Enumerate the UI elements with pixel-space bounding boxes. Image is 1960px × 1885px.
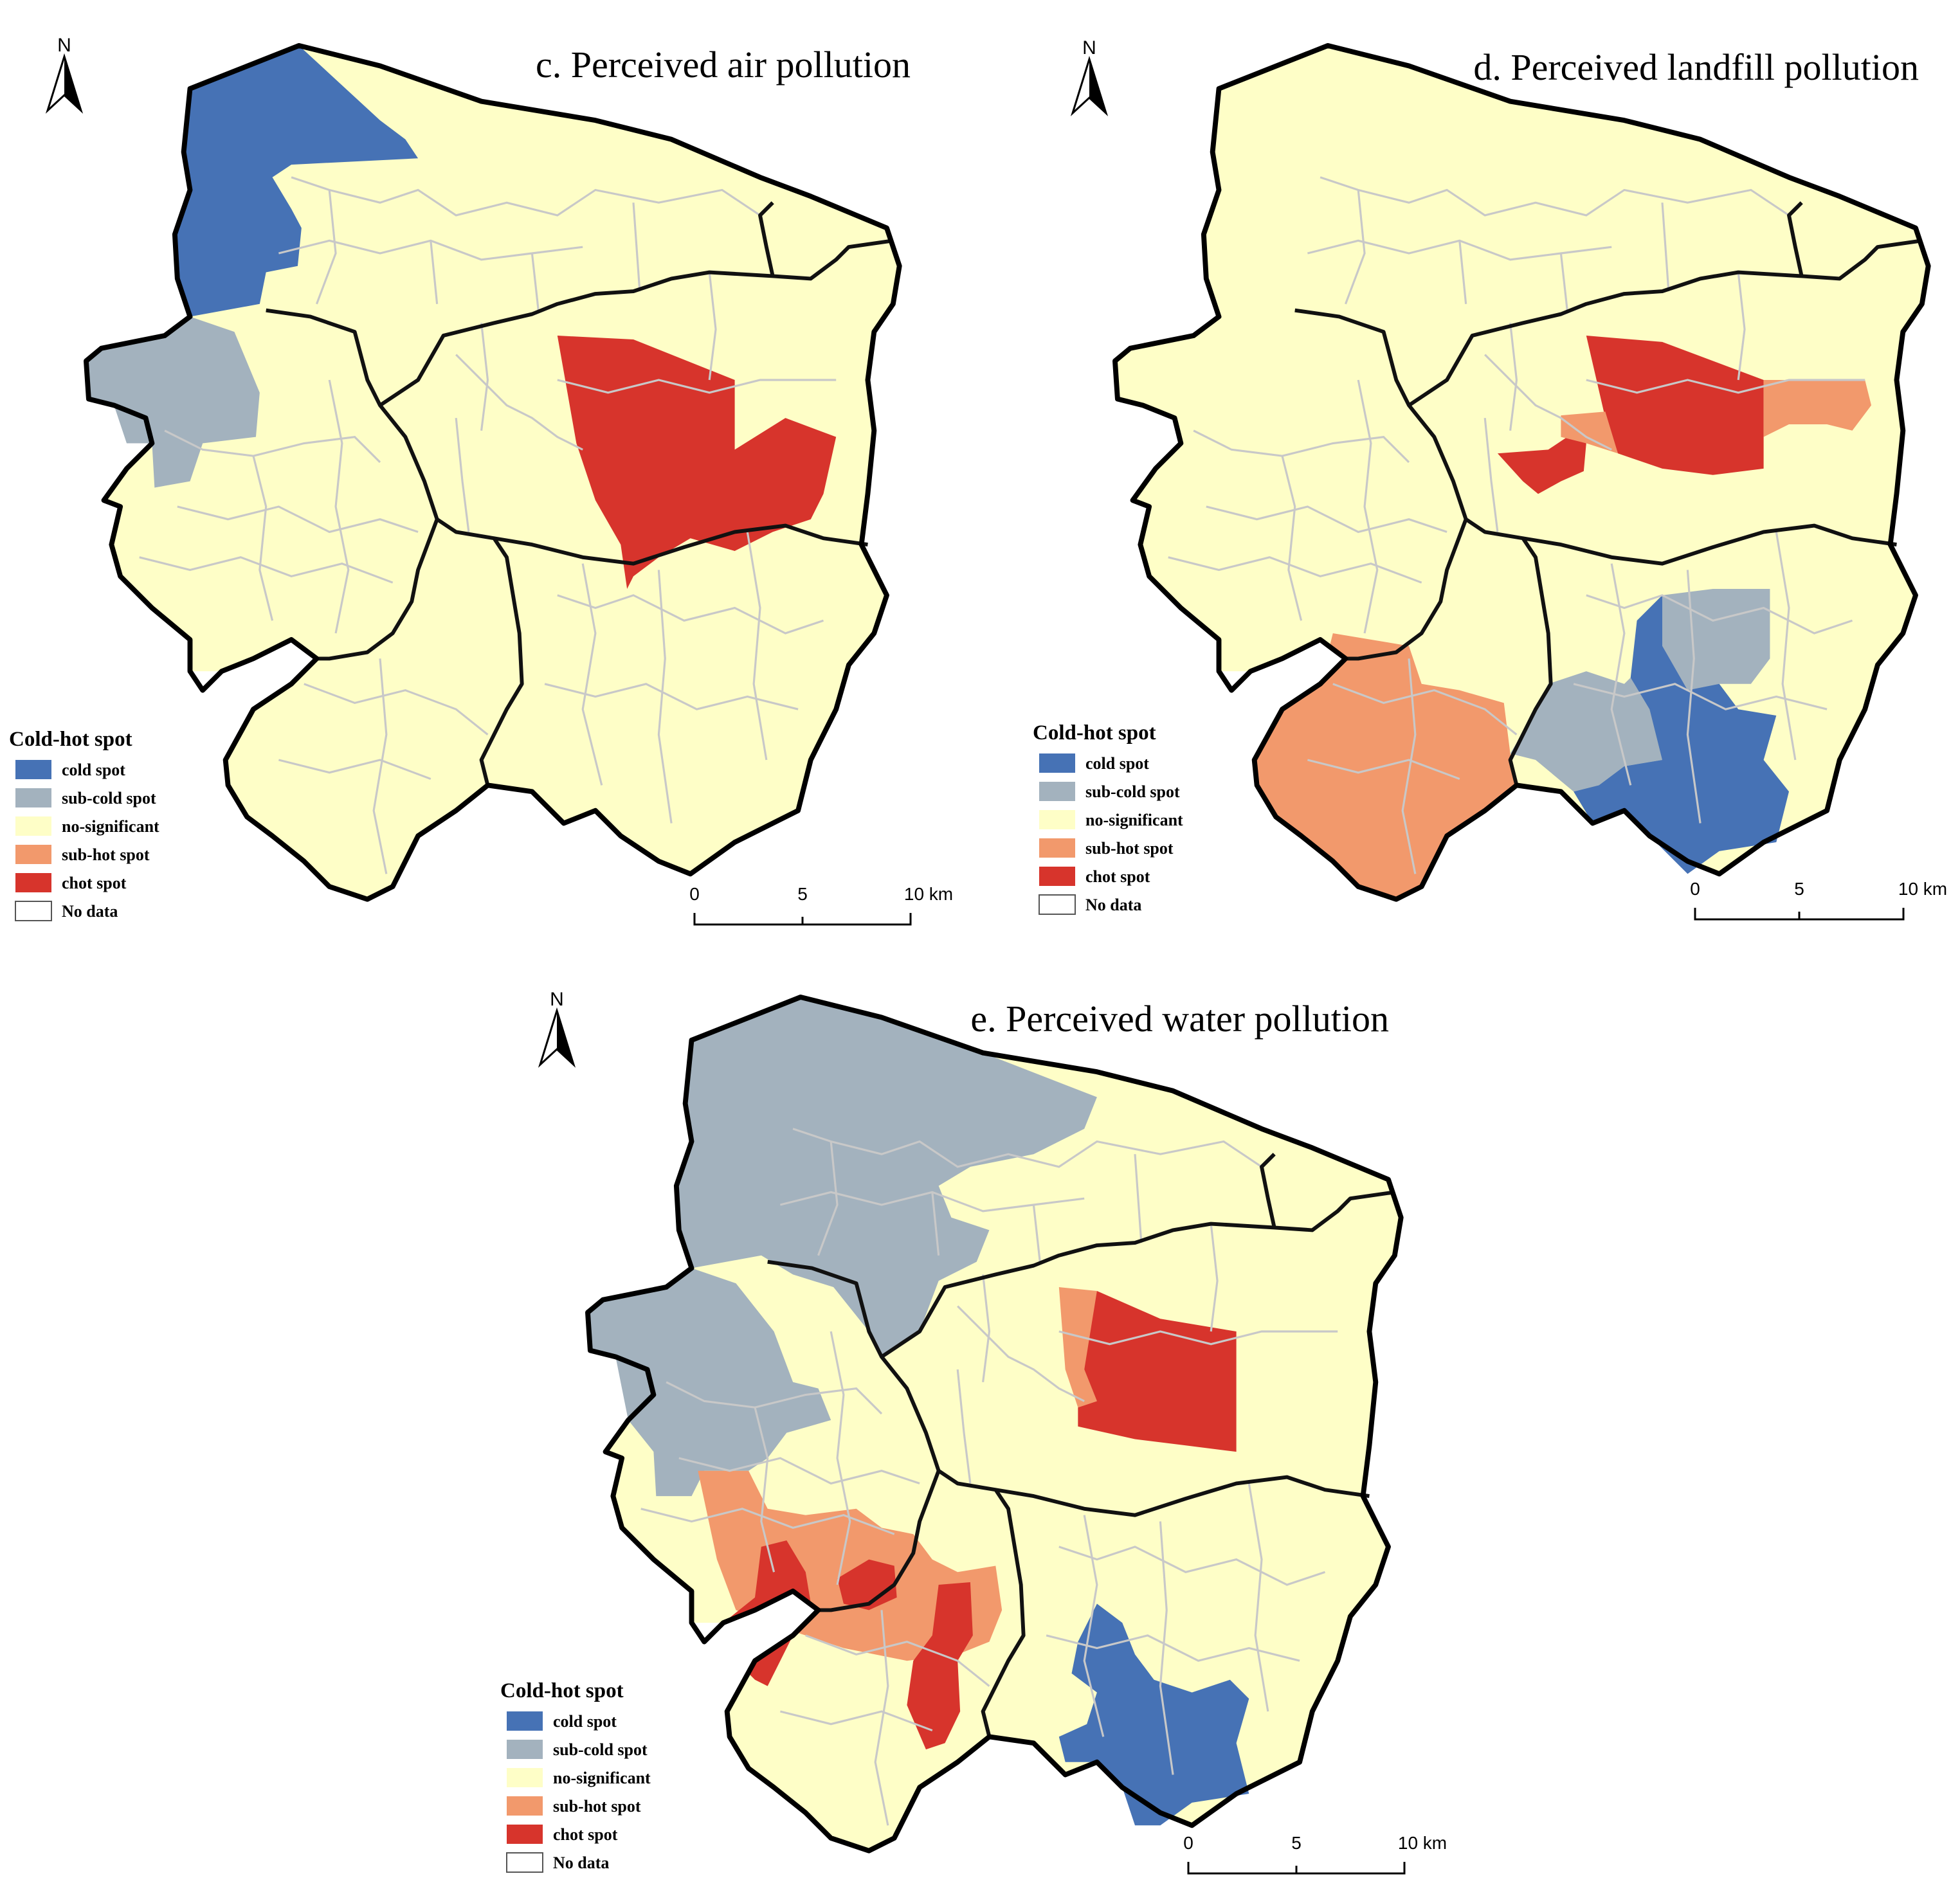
legend-swatch-no-data bbox=[1039, 894, 1076, 915]
legend-label-no-sig: no-significant bbox=[62, 817, 159, 836]
legend-swatch-no-data bbox=[15, 901, 52, 921]
panel-d-title: d. Perceived landfill pollution bbox=[1473, 46, 1919, 88]
scale-tick-10: 10 km bbox=[1898, 879, 1947, 899]
legend-swatch-sub-cold bbox=[1039, 782, 1075, 801]
panel-water-pollution bbox=[588, 997, 1401, 1851]
scale-tick-0: 0 bbox=[689, 884, 700, 904]
sub-cold-spot-zone-north bbox=[676, 997, 1097, 1357]
legend-swatch-sub-hot bbox=[15, 845, 51, 864]
panel-air-pollution bbox=[86, 46, 900, 899]
legend-label-sub-hot: sub-hot spot bbox=[1085, 839, 1174, 858]
sub-cold-spot-zone bbox=[86, 316, 260, 488]
legend-label-sub-hot: sub-hot spot bbox=[553, 1797, 641, 1816]
sub-hot-spot-zone-east bbox=[1763, 380, 1872, 437]
panel-landfill-pollution bbox=[1115, 46, 1928, 899]
north-label: N bbox=[550, 989, 564, 1010]
north-label: N bbox=[57, 35, 71, 56]
legend-swatch-no-sig bbox=[15, 816, 51, 836]
legend-swatch-sub-hot bbox=[1039, 838, 1075, 858]
cold-spot-zone bbox=[174, 45, 419, 317]
hot-spot-zone bbox=[1586, 336, 1764, 475]
legend-swatch-cold bbox=[1039, 753, 1075, 773]
legend-label-sub-cold: sub-cold spot bbox=[553, 1740, 648, 1759]
panel-e-title: e. Perceived water pollution bbox=[970, 998, 1389, 1040]
hot-spot-zone-small bbox=[1497, 437, 1586, 494]
scale-tick-10: 10 km bbox=[1398, 1833, 1447, 1853]
scale-bar-e: 0 5 10 km bbox=[1183, 1833, 1447, 1875]
legend-swatch-sub-hot bbox=[507, 1796, 543, 1816]
legend-swatch-sub-cold bbox=[507, 1740, 543, 1759]
legend-title: Cold-hot spot bbox=[1033, 721, 1156, 744]
legend-swatch-no-data bbox=[506, 1852, 543, 1873]
north-arrow-e: N bbox=[538, 989, 576, 1068]
cold-spot-zone bbox=[1574, 595, 1789, 874]
legend-swatch-cold bbox=[507, 1711, 543, 1731]
scale-tick-5: 5 bbox=[1794, 879, 1804, 899]
scale-tick-5: 5 bbox=[1291, 1833, 1302, 1853]
north-arrow-fill bbox=[1089, 59, 1106, 113]
legend-title: Cold-hot spot bbox=[500, 1679, 624, 1702]
scale-bar-line bbox=[1187, 1862, 1406, 1875]
legend-label-cold: cold spot bbox=[553, 1712, 617, 1731]
legend-label-hot: chot spot bbox=[1085, 867, 1150, 886]
legend-swatch-no-sig bbox=[1039, 810, 1075, 829]
legend-label-hot: chot spot bbox=[62, 874, 127, 892]
legend-label-cold: cold spot bbox=[1085, 754, 1149, 773]
legend-label-no-sig: no-significant bbox=[1085, 811, 1183, 829]
north-arrow-fill bbox=[557, 1011, 574, 1065]
scale-tick-10: 10 km bbox=[904, 884, 953, 904]
sub-hot-spot-zone-north bbox=[1561, 411, 1619, 454]
legend-label-hot: chot spot bbox=[553, 1825, 618, 1844]
legend-label-sub-cold: sub-cold spot bbox=[1085, 782, 1180, 801]
scale-tick-0: 0 bbox=[1183, 1833, 1193, 1853]
legend-swatch-hot bbox=[1039, 867, 1075, 886]
legend-swatch-hot bbox=[507, 1825, 543, 1844]
scale-bar-line bbox=[693, 913, 912, 926]
panel-c-title: c. Perceived air pollution bbox=[536, 44, 911, 86]
scale-bar-line bbox=[1694, 908, 1905, 921]
north-arrow-d: N bbox=[1070, 37, 1109, 116]
legend-e: Cold-hot spot cold spot sub-cold spot no-si… bbox=[500, 1679, 651, 1873]
hot-spot-zone-south bbox=[907, 1582, 973, 1750]
hot-spot-zone bbox=[557, 336, 837, 590]
legend-label-sub-cold: sub-cold spot bbox=[62, 789, 156, 807]
legend-d: Cold-hot spot cold spot sub-cold spot no-si… bbox=[1033, 721, 1183, 915]
sub-hot-spot-zone-east bbox=[1058, 1287, 1097, 1408]
legend-label-no-sig: no-significant bbox=[553, 1769, 651, 1787]
hot-spot-zone-center bbox=[837, 1559, 897, 1610]
scale-tick-5: 5 bbox=[797, 884, 808, 904]
legend-title: Cold-hot spot bbox=[9, 728, 132, 751]
legend-label-no-data: No data bbox=[553, 1853, 609, 1872]
north-arrow-fill bbox=[64, 57, 81, 111]
north-arrow-c: N bbox=[45, 35, 84, 114]
hot-spot-zone-east bbox=[1078, 1290, 1237, 1452]
legend-swatch-sub-cold bbox=[15, 788, 51, 807]
north-label: N bbox=[1082, 37, 1096, 59]
scale-bar-c: 0 5 10 km bbox=[689, 884, 953, 926]
sub-cold-spot-zone-west bbox=[587, 1268, 831, 1497]
legend-label-no-data: No data bbox=[62, 902, 118, 921]
legend-label-no-data: No data bbox=[1085, 896, 1141, 914]
scale-bar-d: 0 5 10 km bbox=[1690, 879, 1947, 921]
legend-swatch-no-sig bbox=[507, 1768, 543, 1787]
legend-c: Cold-hot spot cold spot sub-cold spot no-si… bbox=[9, 728, 159, 921]
legend-label-sub-hot: sub-hot spot bbox=[62, 845, 150, 864]
scale-tick-0: 0 bbox=[1690, 879, 1700, 899]
legend-label-cold: cold spot bbox=[62, 761, 125, 779]
legend-swatch-hot bbox=[15, 873, 51, 892]
legend-swatch-cold bbox=[15, 760, 51, 779]
